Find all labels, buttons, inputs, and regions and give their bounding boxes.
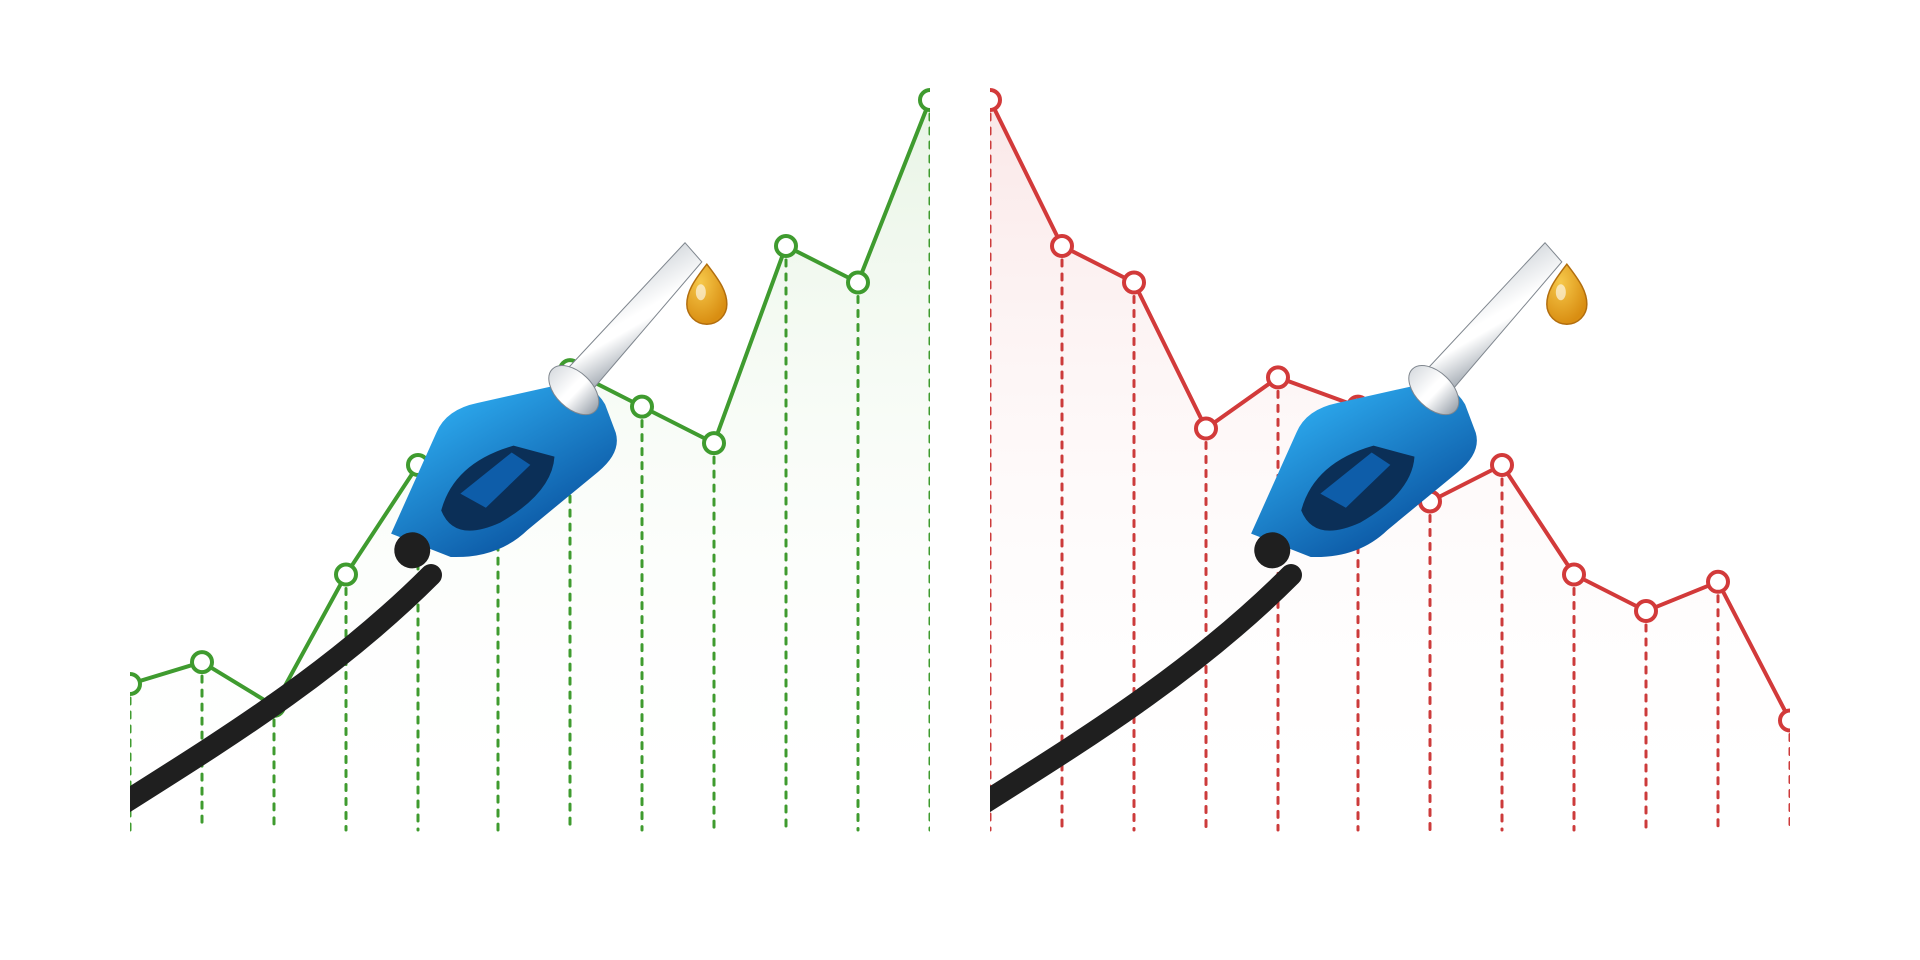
chart-data-marker <box>776 236 796 256</box>
chart-data-marker <box>1636 601 1656 621</box>
chart-data-marker <box>990 90 1000 110</box>
chart-data-marker <box>704 433 724 453</box>
chart-data-marker <box>1564 565 1584 585</box>
fuel-drop-icon <box>1547 264 1587 324</box>
chart-data-marker <box>192 652 212 672</box>
chart-data-marker <box>1492 455 1512 475</box>
fuel-price-down-chart <box>990 0 1790 960</box>
fuel-price-up-chart <box>130 0 930 960</box>
fuel-drop-icon <box>687 264 727 324</box>
chart-data-marker <box>848 273 868 293</box>
chart-data-marker <box>1268 367 1288 387</box>
chart-data-marker <box>130 674 140 694</box>
chart-data-marker <box>632 397 652 417</box>
chart-data-marker <box>1052 236 1072 256</box>
chart-data-marker <box>920 90 930 110</box>
infographic-container <box>0 0 1920 960</box>
fuel-price-up-panel <box>130 0 930 960</box>
chart-data-marker <box>1708 572 1728 592</box>
chart-data-marker <box>336 565 356 585</box>
chart-data-marker <box>1196 419 1216 439</box>
fuel-price-down-panel <box>990 0 1790 960</box>
chart-data-marker <box>1124 273 1144 293</box>
chart-data-marker <box>1780 711 1790 731</box>
